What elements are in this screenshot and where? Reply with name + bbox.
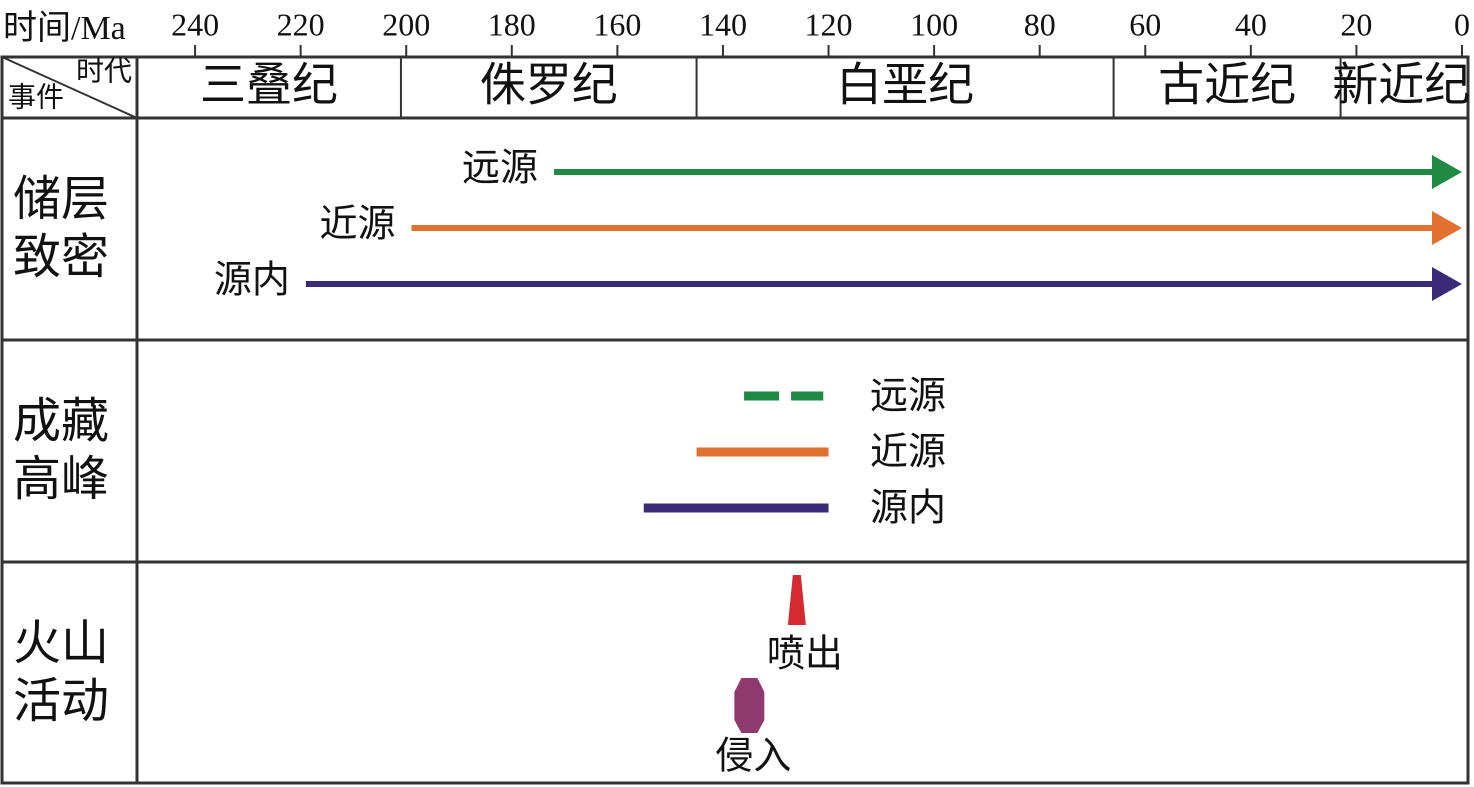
x-tick-label: 60 xyxy=(1129,6,1161,42)
x-tick-label: 0 xyxy=(1454,6,1470,42)
series-label: 近源 xyxy=(870,432,946,474)
x-tick-label: 200 xyxy=(382,6,430,42)
x-tick-label: 140 xyxy=(699,6,747,42)
series-label: 远源 xyxy=(870,376,946,418)
x-tick-label: 40 xyxy=(1235,6,1267,42)
x-tick-label: 160 xyxy=(593,6,641,42)
x-tick-label: 120 xyxy=(805,6,853,42)
x-tick-label: 100 xyxy=(910,6,958,42)
series-label: 近源 xyxy=(319,204,395,246)
period-name: 白垩纪 xyxy=(836,60,974,111)
period-name: 古近纪 xyxy=(1158,60,1296,111)
period-name: 侏罗纪 xyxy=(480,60,618,111)
header-top: 时代 xyxy=(76,55,132,87)
x-axis-label: 时间/Ma xyxy=(3,10,126,47)
event-mark xyxy=(734,678,765,733)
row-label: 火山活动 xyxy=(12,617,109,728)
period-name: 三叠纪 xyxy=(200,60,338,111)
period-name: 新近纪 xyxy=(1332,60,1470,111)
series-label: 远源 xyxy=(462,148,538,190)
row-label: 储层致密 xyxy=(12,173,109,284)
series-label: 源内 xyxy=(214,260,290,302)
header-bottom: 事件 xyxy=(8,81,64,113)
x-tick-label: 240 xyxy=(171,6,219,42)
header-diagonal xyxy=(1,56,138,119)
x-tick-label: 80 xyxy=(1024,6,1056,42)
x-tick-label: 180 xyxy=(488,6,536,42)
event-label: 喷出 xyxy=(767,634,843,676)
frame xyxy=(0,55,1470,785)
event-label: 侵入 xyxy=(715,736,791,778)
x-tick-label: 220 xyxy=(277,6,325,42)
arrow-head xyxy=(1432,267,1462,301)
row-label: 成藏高峰 xyxy=(12,395,109,506)
event-mark xyxy=(787,575,806,625)
x-tick-label: 20 xyxy=(1340,6,1372,42)
arrow-head xyxy=(1432,211,1462,245)
arrow-head xyxy=(1432,155,1462,189)
series-label: 源内 xyxy=(870,488,946,530)
